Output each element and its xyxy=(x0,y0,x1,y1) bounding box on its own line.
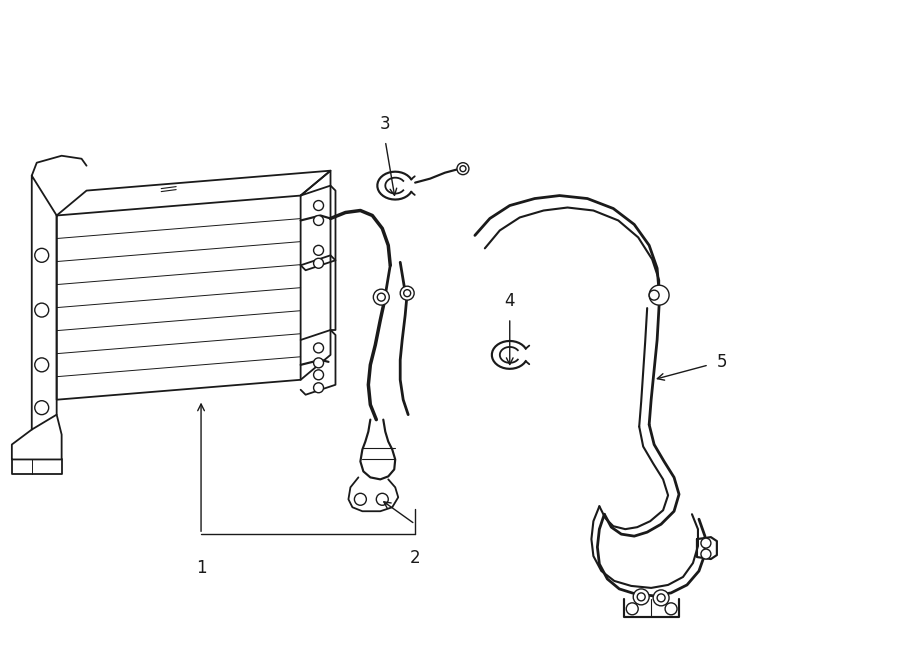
Circle shape xyxy=(649,290,659,300)
Circle shape xyxy=(637,593,645,601)
Circle shape xyxy=(404,290,410,297)
Text: 3: 3 xyxy=(380,115,391,133)
Circle shape xyxy=(457,163,469,175)
Circle shape xyxy=(355,493,366,505)
Circle shape xyxy=(313,343,323,353)
Text: 2: 2 xyxy=(410,549,420,567)
Circle shape xyxy=(35,303,49,317)
Circle shape xyxy=(665,603,677,615)
Circle shape xyxy=(400,286,414,300)
Circle shape xyxy=(376,493,388,505)
Circle shape xyxy=(35,358,49,372)
Circle shape xyxy=(313,370,323,380)
Circle shape xyxy=(313,258,323,268)
Circle shape xyxy=(649,285,669,305)
Circle shape xyxy=(313,245,323,255)
Circle shape xyxy=(374,289,390,305)
Circle shape xyxy=(701,549,711,559)
Circle shape xyxy=(626,603,638,615)
Circle shape xyxy=(313,358,323,368)
Circle shape xyxy=(634,589,649,605)
Circle shape xyxy=(35,401,49,414)
Circle shape xyxy=(653,590,669,606)
Circle shape xyxy=(377,293,385,301)
Circle shape xyxy=(35,249,49,262)
Circle shape xyxy=(313,383,323,393)
Circle shape xyxy=(460,166,466,172)
Circle shape xyxy=(657,594,665,602)
Text: 1: 1 xyxy=(195,559,206,577)
Circle shape xyxy=(313,215,323,225)
Circle shape xyxy=(313,200,323,210)
Text: 4: 4 xyxy=(505,292,515,310)
Circle shape xyxy=(701,538,711,548)
Text: 5: 5 xyxy=(717,353,727,371)
